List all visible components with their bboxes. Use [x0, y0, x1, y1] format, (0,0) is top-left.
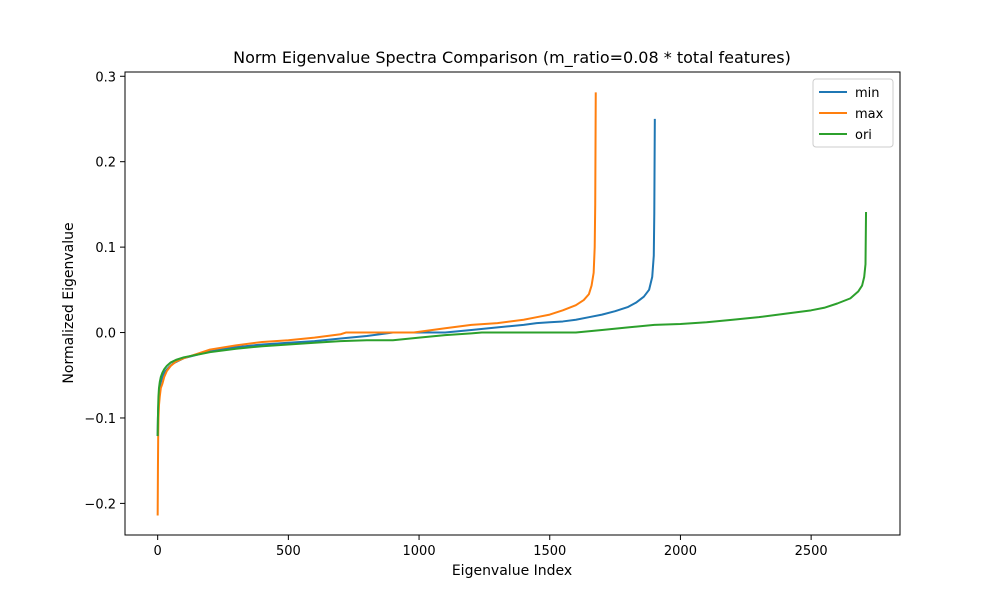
y-tick-label: −0.2 [84, 497, 116, 512]
series-line-ori [156, 211, 868, 437]
legend-label-min: min [855, 86, 880, 101]
x-tick-label: 1000 [403, 544, 436, 559]
series-line-max [156, 92, 597, 516]
plot-area [156, 92, 868, 516]
y-tick-label: −0.1 [84, 412, 116, 427]
y-tick-label: 0.1 [95, 241, 116, 256]
x-axis-label: Eigenvalue Index [452, 563, 572, 579]
axes: 0 500 1000 1500 2000 2500 −0.2 −0.1 0.0 0.1 0.2 0.3 [84, 70, 901, 559]
legend-label-max: max [855, 107, 884, 122]
x-tick-label: 500 [276, 544, 301, 559]
y-tick-label: 0.3 [95, 70, 116, 85]
x-tick-label: 2500 [795, 544, 828, 559]
y-tick-label: 0.0 [95, 327, 116, 342]
x-tick-label: 0 [154, 544, 162, 559]
series-line-min [156, 118, 656, 437]
legend-label-ori: ori [855, 128, 872, 143]
legend: min max ori [812, 78, 894, 148]
x-tick-label: 2000 [664, 544, 697, 559]
y-axis-label: Normalized Eigenvalue [61, 222, 77, 383]
legend-box [812, 78, 894, 148]
chart-title: Norm Eigenvalue Spectra Comparison (m_ra… [233, 48, 791, 68]
x-tick-label: 1500 [533, 544, 566, 559]
y-tick-label: 0.2 [95, 156, 116, 171]
axes-frame [124, 71, 901, 536]
